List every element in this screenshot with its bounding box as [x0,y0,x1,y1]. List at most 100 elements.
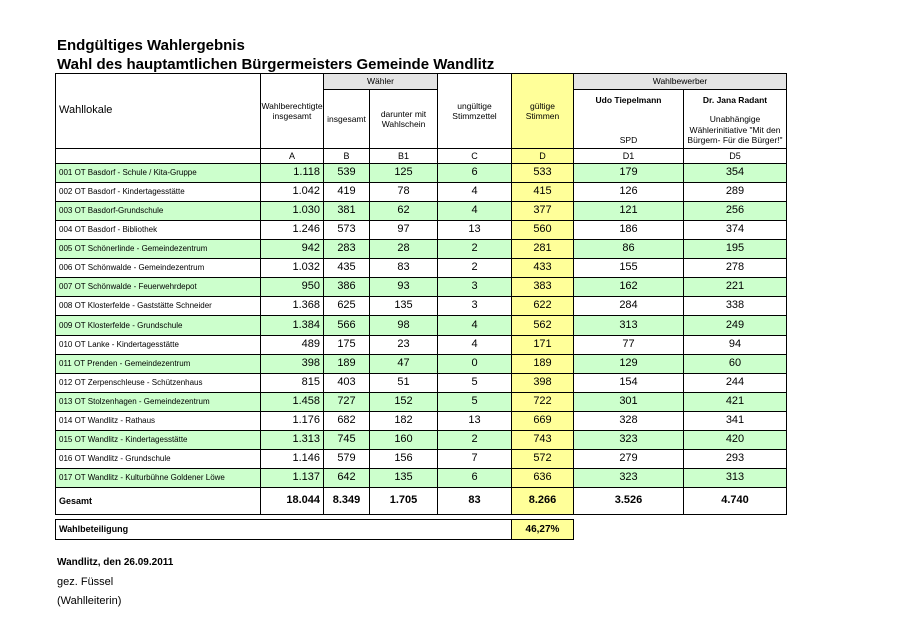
vote-count: 383 [511,277,574,297]
total-count: 4.740 [683,487,787,515]
vote-count: 560 [511,220,574,240]
polling-station: 013 OT Stolzenhagen - Gemeindezentrum [55,392,261,412]
vote-count: 51 [369,373,438,393]
total-count: 8.349 [323,487,370,515]
vote-count: 278 [683,258,787,278]
vote-count: 562 [511,315,574,336]
vote-count: 94 [683,335,787,355]
vote-count: 421 [683,392,787,412]
group-header: Wähler [323,73,438,90]
vote-count: 93 [369,277,438,297]
vote-count: 289 [683,182,787,202]
vote-count: 249 [683,315,787,336]
header-cell: Wahlberechtigte insgesamt [260,73,324,149]
vote-count: 160 [369,430,438,450]
vote-count: 2 [437,258,512,278]
vote-count: 386 [323,277,370,297]
vote-count: 13 [437,411,512,431]
vote-count: 162 [573,277,684,297]
vote-count: 171 [511,335,574,355]
vote-count: 403 [323,373,370,393]
vote-count: 572 [511,449,574,469]
vote-count: 129 [573,354,684,374]
vote-count: 189 [323,354,370,374]
vote-count: 3 [437,277,512,297]
vote-count: 281 [511,239,574,259]
vote-count: 86 [573,239,684,259]
vote-count: 636 [511,468,574,488]
column-code: B [323,148,370,164]
vote-count: 1.032 [260,258,324,278]
vote-count: 433 [511,258,574,278]
vote-count: 1.368 [260,296,324,316]
vote-count: 950 [260,277,324,297]
vote-count: 195 [683,239,787,259]
vote-count: 415 [511,182,574,202]
vote-count: 186 [573,220,684,240]
vote-count: 7 [437,449,512,469]
polling-station: 015 OT Wandlitz - Kindertagesstätte [55,430,261,450]
vote-count: 244 [683,373,787,393]
vote-count: 1.042 [260,182,324,202]
vote-count: 669 [511,411,574,431]
vote-count: 489 [260,335,324,355]
vote-count: 135 [369,296,438,316]
vote-count: 256 [683,201,787,221]
vote-count: 28 [369,239,438,259]
vote-count: 5 [437,392,512,412]
total-count: 8.266 [511,487,574,515]
vote-count: 722 [511,392,574,412]
vote-count: 78 [369,182,438,202]
header-cell: ungültige Stimmzettel [437,73,512,149]
total-count: 1.705 [369,487,438,515]
vote-count: 189 [511,354,574,374]
column-code: A [260,148,324,164]
vote-count: 435 [323,258,370,278]
header-cell: gültige Stimmen [511,73,574,149]
vote-count: 2 [437,430,512,450]
vote-count: 743 [511,430,574,450]
polling-station: 005 OT Schönerlinde - Gemeindezentrum [55,239,261,259]
vote-count: 745 [323,430,370,450]
candidate-cell: Udo Tiepelmann SPD [573,89,684,149]
polling-station: 003 OT Basdorf-Grundschule [55,201,261,221]
vote-count: 398 [511,373,574,393]
vote-count: 1.313 [260,430,324,450]
vote-count: 682 [323,411,370,431]
vote-count: 579 [323,449,370,469]
vote-count: 155 [573,258,684,278]
total-label: Gesamt [55,487,261,515]
vote-count: 6 [437,163,512,183]
polling-station: 008 OT Klosterfelde - Gaststätte Schneid… [55,296,261,316]
vote-count: 1.458 [260,392,324,412]
column-code: D5 [683,148,787,164]
candidate-party: SPD [619,134,638,145]
column-code: B1 [369,148,438,164]
vote-count: 83 [369,258,438,278]
vote-count: 419 [323,182,370,202]
vote-count: 47 [369,354,438,374]
vote-count: 179 [573,163,684,183]
polling-station: 011 OT Prenden - Gemeindezentrum [55,354,261,374]
vote-count: 283 [323,239,370,259]
vote-count: 13 [437,220,512,240]
vote-count: 398 [260,354,324,374]
vote-count: 1.118 [260,163,324,183]
place-date: Wandlitz, den 26.09.2011 [57,557,174,568]
vote-count: 4 [437,315,512,336]
vote-count: 175 [323,335,370,355]
vote-count: 533 [511,163,574,183]
vote-count: 98 [369,315,438,336]
polling-station: 016 OT Wandlitz - Grundschule [55,449,261,469]
polling-station: 002 OT Basdorf - Kindertagesstätte [55,182,261,202]
vote-count: 566 [323,315,370,336]
vote-count: 539 [323,163,370,183]
column-code: D [511,148,574,164]
vote-count: 727 [323,392,370,412]
vote-count: 6 [437,468,512,488]
vote-count: 135 [369,468,438,488]
header-cell: Wahllokale [55,73,261,149]
vote-count: 182 [369,411,438,431]
vote-count: 77 [573,335,684,355]
title: Endgültiges Wahlergebnis [57,37,245,54]
